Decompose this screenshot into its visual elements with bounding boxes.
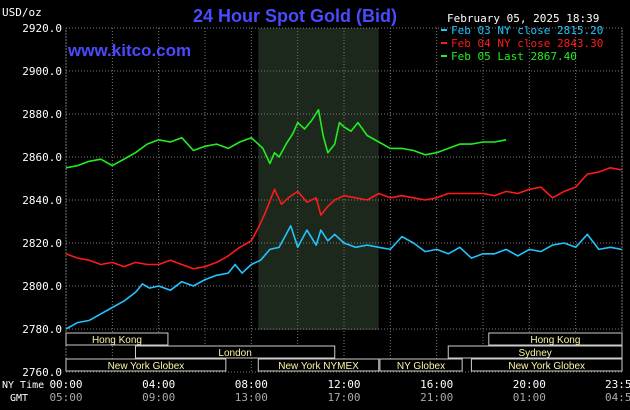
timestamp: February 05, 2025 18:39 (447, 12, 599, 25)
kitco-brand-link[interactable]: www.kitco.com (67, 41, 191, 60)
x-tick-ny: 00:00 (49, 378, 82, 391)
y-axis-ticks: 2760.0 2780.0 2800.0 2820.0 2840.0 2860.0 2880… (22, 22, 62, 379)
x-tick-gmt: 04:59 (605, 391, 630, 404)
session-box (65, 358, 227, 372)
x-tick-gmt: 05:00 (49, 391, 82, 404)
session-label: New York NYMEX (278, 361, 359, 372)
legend-entry: Feb 03 NY close 2815.20 (451, 24, 603, 37)
series-line-1 (65, 167, 622, 270)
session-label: New York Globex (508, 361, 585, 372)
x-tick-gmt: 17:00 (327, 391, 360, 404)
session-label: Hong Kong (92, 335, 142, 346)
session-box (65, 332, 169, 346)
unit-label: USD/oz (2, 6, 42, 19)
x-tick-ny: 23:59 (605, 378, 630, 391)
x-tick-gmt: 13:00 (235, 391, 268, 404)
y-tick-label: 2860.0 (22, 151, 62, 164)
series-line-2 (65, 108, 507, 169)
y-tick-label: 2760.0 (22, 366, 62, 379)
market-sessions: Hong Kong Hong Kong London Sydney New York G… (65, 332, 623, 372)
x-tick-ny: 16:00 (420, 378, 453, 391)
price-series (65, 108, 622, 330)
x-tick-gmt: 09:00 (142, 391, 175, 404)
session-label: London (218, 348, 251, 359)
legend-entry: Feb 04 NY close 2843.30 (451, 37, 603, 50)
session-label: NY Globex (397, 361, 445, 372)
session-box (379, 358, 463, 372)
x-tick-ny: 20:00 (513, 378, 546, 391)
y-tick-label: 2900.0 (22, 65, 62, 78)
y-tick-label: 2800.0 (22, 280, 62, 293)
x-tick-ny: 12:00 (327, 378, 360, 391)
y-tick-label: 2880.0 (22, 108, 62, 121)
nymex-session-highlight (258, 28, 379, 330)
session-label: Sydney (518, 348, 551, 359)
x-tick-ny: 04:00 (142, 378, 175, 391)
session-label: Hong Kong (530, 335, 580, 346)
session-box (488, 332, 623, 346)
x-tick-gmt: 21:00 (420, 391, 453, 404)
session-box (470, 358, 623, 372)
gmt-label: GMT (10, 393, 28, 404)
y-tick-label: 2920.0 (22, 22, 62, 35)
y-tick-label: 2780.0 (22, 323, 62, 336)
y-tick-label: 2820.0 (22, 237, 62, 250)
ny-time-label: NY Time (2, 380, 44, 391)
x-tick-gmt: 01:00 (513, 391, 546, 404)
y-tick-label: 2840.0 (22, 194, 62, 207)
chart-title: 24 Hour Spot Gold (Bid) (193, 6, 397, 26)
chart-grid (65, 27, 623, 373)
session-box (257, 358, 380, 372)
session-label: New York Globex (108, 361, 185, 372)
x-tick-ny: 08:00 (235, 378, 268, 391)
session-box (135, 345, 336, 359)
session-box (447, 345, 623, 359)
series-line-0 (65, 225, 622, 330)
legend-entry: Feb 05 Last 2867.40 (451, 50, 577, 63)
